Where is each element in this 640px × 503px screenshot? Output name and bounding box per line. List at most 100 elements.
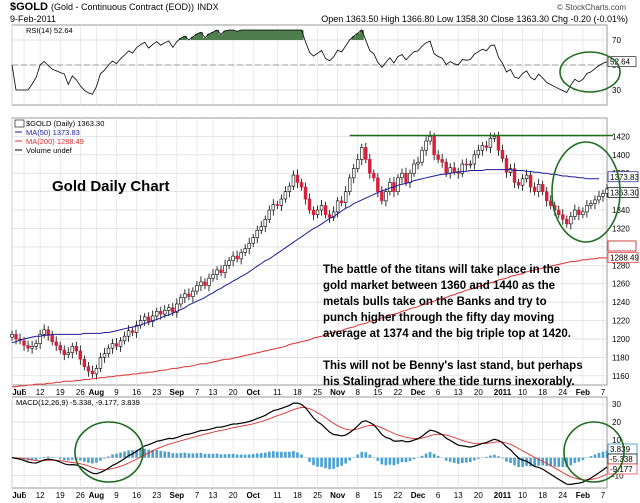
macd-histogram-bar [501,457,504,459]
macd-histogram-bar [473,457,476,461]
candle-body [561,214,565,220]
macd-x-axis-label: Aug [89,491,105,500]
x-axis-label: 18 [538,388,547,397]
price-value-tag-text: 1363.30 [610,189,639,198]
macd-x-axis-label: 10 [518,491,527,500]
macd-histogram-bar [356,454,360,458]
macd-line [11,402,608,486]
candle-body [364,147,368,160]
x-axis-label: 23 [152,388,161,397]
candle-body [22,340,26,346]
candle-body [299,182,304,188]
candle-body [356,159,360,169]
macd-histogram-bar [195,453,199,458]
macd-histogram-bar [336,457,339,467]
macd-histogram-bar [432,453,436,458]
candle-body [577,209,581,215]
candle-body [247,242,251,250]
1-y-tick: 1420 [612,132,630,141]
candle-body [279,198,284,206]
macd-histogram-bar [280,451,283,458]
macd-histogram-bar [292,451,295,458]
x-axis-label: 13 [454,388,463,397]
candle-body [142,316,147,321]
macd-x-axis-label: 23 [152,491,161,500]
candle-body [199,281,203,286]
price-highlight-circle [551,141,621,243]
macd-histogram-bar [211,453,215,458]
annotation-line: gold market between 1360 and 1440 as the [323,280,555,292]
macd-histogram-bar [87,457,90,463]
candle-body [62,349,66,355]
macd-histogram-bar [30,457,34,461]
candle-body [480,145,485,151]
candle-body [589,203,593,206]
macd-histogram-bar [46,456,50,458]
candle-body [544,191,549,202]
1-y-tick: 1260 [612,280,630,289]
macd-histogram-bar [276,451,279,458]
macd-signal-line [11,407,608,481]
annotation-line: The battle of the titans will take place… [323,264,560,276]
x-axis-label: 25 [313,388,322,397]
macd-x-axis-label: 13 [209,491,218,500]
macd-histogram-bar [288,451,291,458]
macd-histogram-bar [529,457,532,467]
macd-histogram-bar [207,453,211,458]
candle-body [187,293,191,297]
ma50-line [11,169,599,344]
candle-body [307,198,312,211]
macd-histogram-bar [577,457,581,462]
macd-histogram-bar [444,457,448,461]
macd-histogram-bar [420,455,424,458]
macd-highlight-circle-2 [563,421,625,483]
macd-histogram-bar [392,457,396,466]
candle-body [404,172,408,183]
candle-body [315,209,320,215]
candle-body [283,191,288,200]
candle-body [540,183,545,192]
candle-body [460,163,464,174]
macd-x-axis-label: 2011 [494,491,512,500]
exchange: INDX [197,2,219,12]
x-axis-label: Nov [330,388,346,397]
macd-histogram-bar [360,451,364,458]
macd-histogram-bar [404,457,408,463]
macd-histogram-bar [183,452,187,458]
macd-histogram-bar [300,454,303,458]
candle-body [90,370,95,375]
x-axis-label: 9 [114,388,119,397]
macd-histogram-bar [448,457,452,462]
symbol-text: $GOLD [10,1,48,13]
candle-body [339,200,344,204]
macd-histogram-bar [561,457,565,467]
candle-body [585,205,589,213]
macd-histogram-bar [497,456,500,458]
candle-body [46,329,50,336]
candle-body [191,290,195,297]
macd-histogram-bar [34,457,38,461]
macd-x-axis-label: 13 [454,491,463,500]
candle-body [472,154,477,165]
candle-body [106,347,111,354]
macd-histogram-bar [573,457,577,464]
macd-histogram-bar [380,457,384,465]
candle-body [388,182,392,192]
candle-body [508,168,513,173]
macd-histogram-bar [58,457,62,460]
candle-body [452,167,456,172]
macd-x-axis-label: 19 [56,491,65,500]
2-y-tick: 20 [612,418,621,427]
x-axis-label: Dec [411,388,426,397]
macd-histogram-bar [396,457,400,464]
macd-histogram-bar [505,457,508,462]
candle-body [372,172,376,179]
macd-histogram-bar [320,457,323,467]
candle-body [243,248,247,253]
macd-histogram-bar [400,457,404,463]
1-y-tick: 1340 [612,206,630,215]
macd-histogram-bar [267,451,271,458]
candle-body [179,297,183,305]
quote-line: Open 1363.50 High 1366.80 Low 1358.30 Cl… [321,14,628,24]
rsi-value-tag-text: 52.64 [610,58,631,67]
